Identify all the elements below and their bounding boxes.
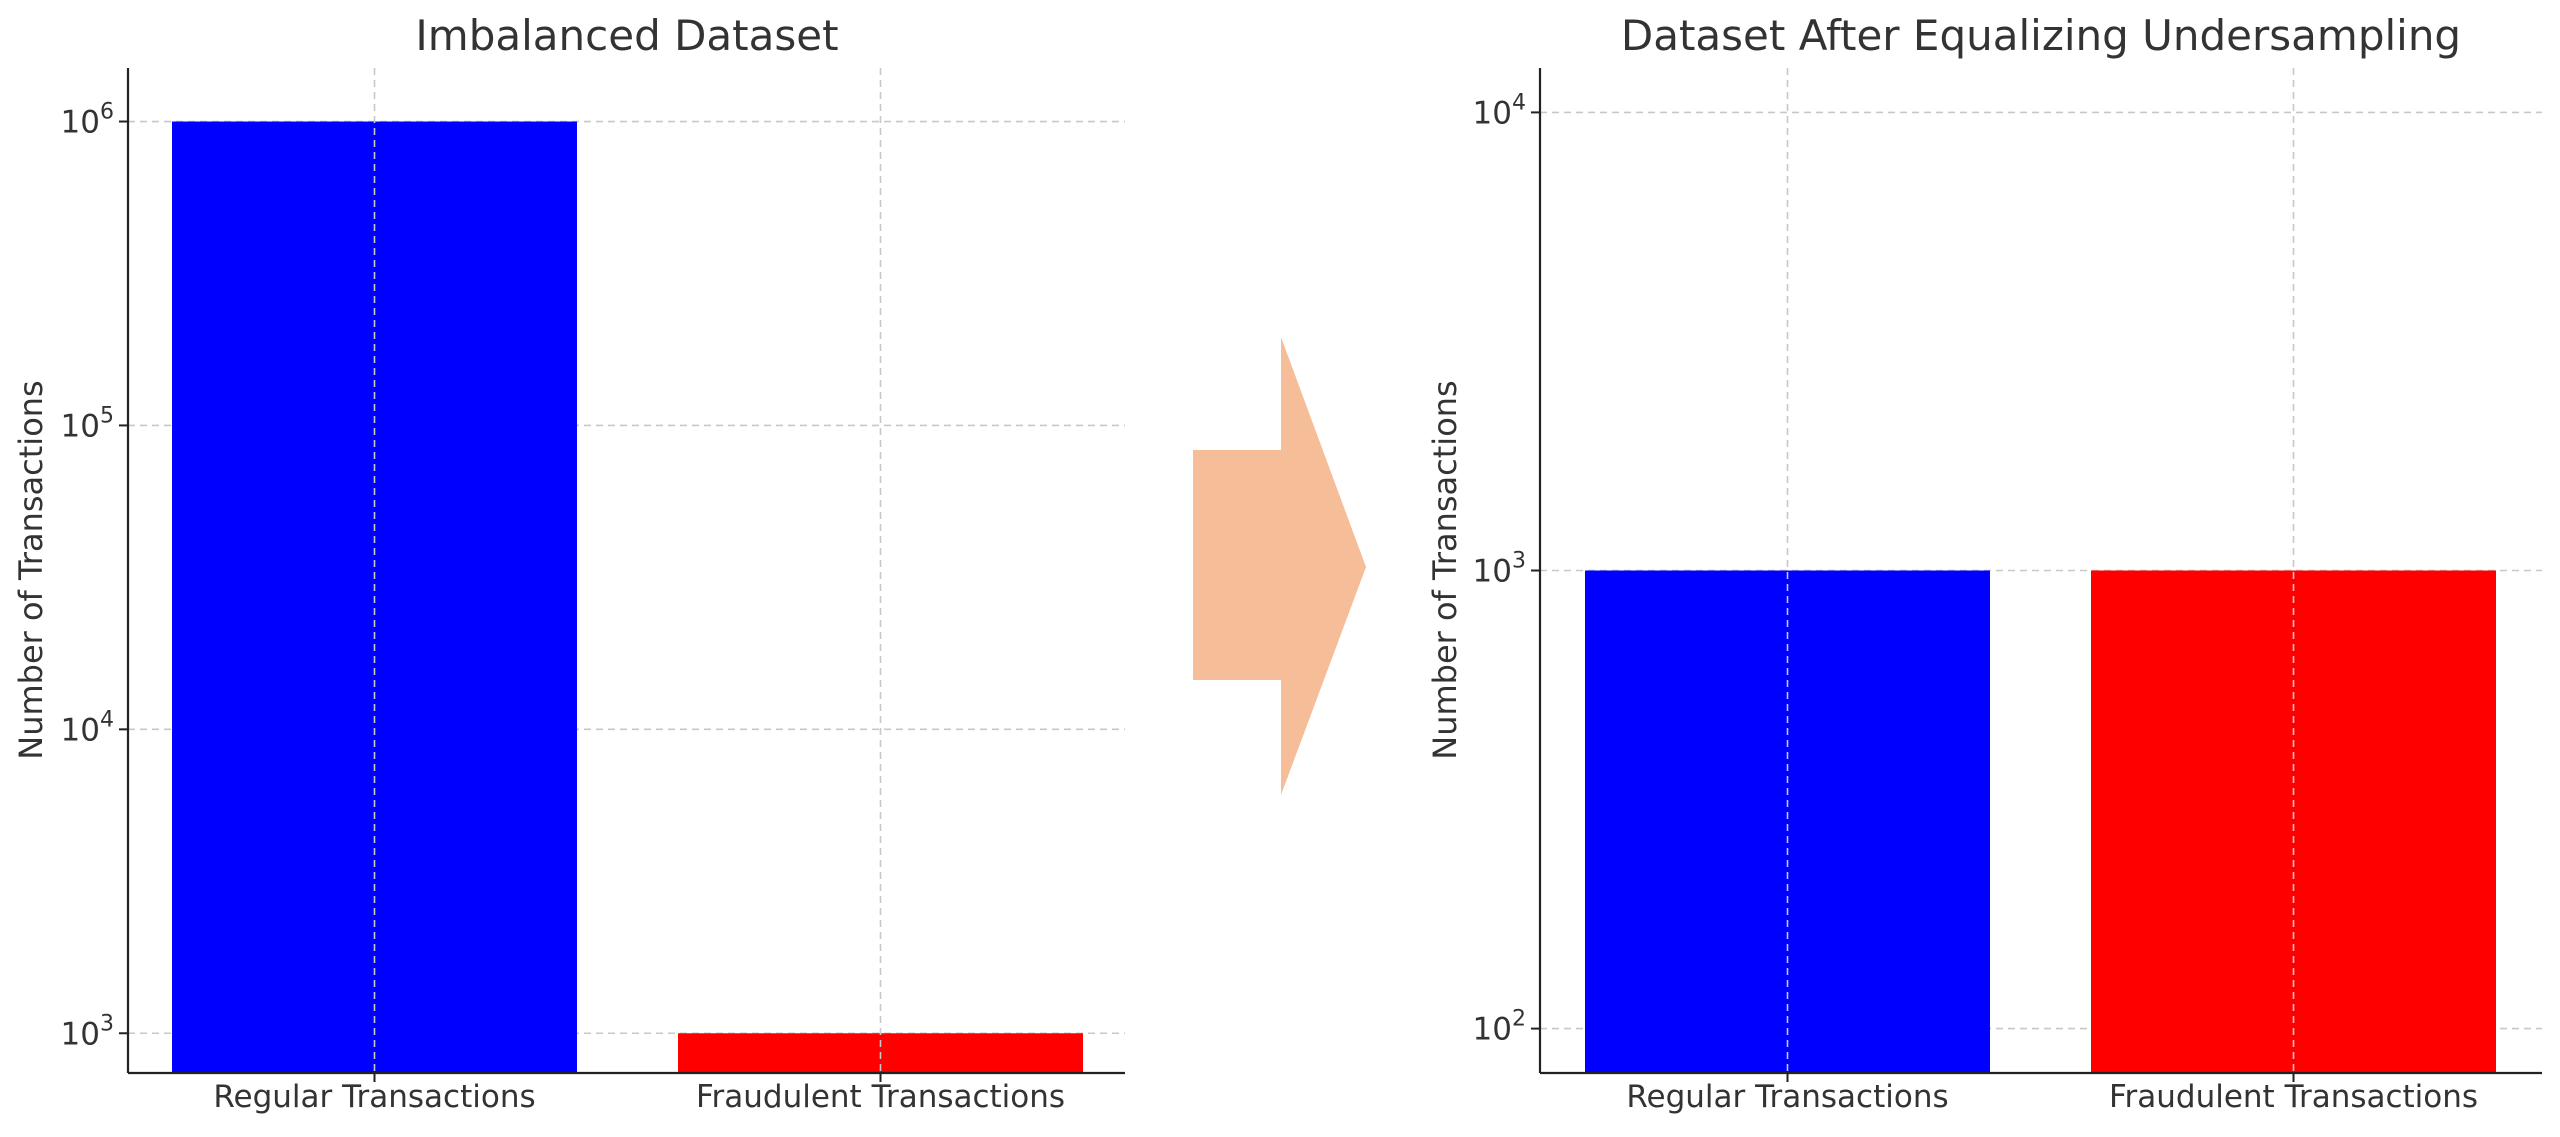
bar-fraudulent-transactions [2091, 570, 2496, 1073]
x-tick-label: Fraudulent Transactions [2109, 1079, 2478, 1115]
y-tick-label: 103 [61, 1011, 114, 1052]
y-tick-base: 10 [1473, 1012, 1512, 1048]
y-tick-exponent: 4 [100, 707, 114, 732]
y-tick-label: 106 [61, 100, 114, 141]
x-tick-label: Regular Transactions [213, 1079, 535, 1115]
y-tick-exponent: 5 [100, 403, 114, 428]
y-tick-label: 105 [61, 403, 114, 444]
y-tick-base: 10 [61, 712, 100, 748]
y-tick-exponent: 3 [1512, 549, 1526, 574]
y-tick-base: 10 [61, 1016, 100, 1052]
x-tick-label: Regular Transactions [1626, 1079, 1948, 1115]
y-axis-label: Number of Transactions [12, 380, 50, 759]
y-axis-label: Number of Transactions [1426, 380, 1464, 759]
y-tick-label: 104 [61, 707, 114, 748]
x-tick-label: Fraudulent Transactions [696, 1079, 1065, 1115]
y-tick-label: 104 [1473, 90, 1526, 131]
y-tick-base: 10 [1473, 554, 1512, 590]
y-tick-exponent: 3 [100, 1011, 114, 1036]
y-tick-exponent: 4 [1512, 90, 1526, 115]
y-tick-base: 10 [61, 105, 100, 141]
right-arrow-icon [1193, 337, 1366, 795]
y-tick-label: 102 [1473, 1007, 1526, 1048]
y-tick-label: 103 [1473, 549, 1526, 590]
y-tick-exponent: 2 [1512, 1007, 1526, 1032]
y-tick-exponent: 6 [100, 100, 114, 125]
bar-regular-transactions [1585, 570, 1990, 1073]
chart-title: Dataset After Equalizing Undersampling [1621, 11, 2461, 60]
y-tick-base: 10 [61, 408, 100, 444]
chart-title: Imbalanced Dataset [415, 11, 838, 60]
y-tick-base: 10 [1473, 95, 1512, 131]
